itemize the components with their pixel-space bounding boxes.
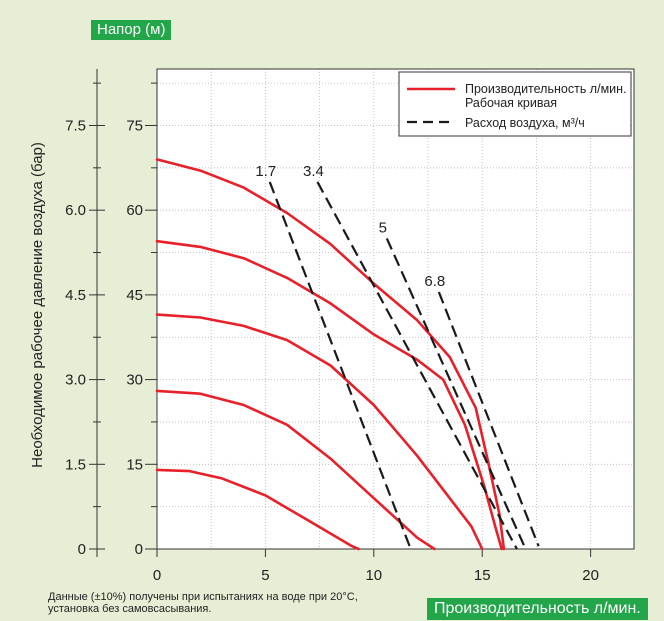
performance-curve: [155, 389, 436, 551]
air-line-label: 6.8: [424, 273, 445, 290]
air-consumption-line: [437, 291, 540, 547]
air-consumption-line: [268, 181, 412, 550]
plot-area: [157, 69, 634, 549]
x-tick-label: 15: [474, 567, 491, 584]
series: [155, 158, 540, 551]
x-axis-title: Производительность л/мин.: [427, 598, 648, 620]
pressure-tick-label: 6.0: [65, 202, 86, 219]
air-consumption-line: [316, 181, 518, 550]
legend: Производительность л/мин.Рабочая кривая Р…: [398, 71, 632, 137]
pressure-tick-label: 3.0: [65, 372, 86, 389]
performance-curve: [155, 313, 484, 551]
legend-label: Расход воздуха, м³/ч: [465, 116, 585, 130]
x-tick-label: 20: [582, 567, 599, 584]
footnote: Данные (±10%) получены при испытаниях на…: [48, 591, 420, 615]
x-tick-label: 10: [365, 567, 382, 584]
performance-curve: [155, 468, 360, 551]
y-tick-label: 15: [126, 456, 143, 473]
pressure-tick-label: 0: [78, 541, 86, 558]
y-tick-label: 75: [126, 117, 143, 134]
legend-label: Производительность л/мин.: [465, 82, 627, 96]
footnote-line-1: Данные (±10%) получены при испытаниях на…: [48, 591, 358, 603]
head-axis-title: Напор (м): [91, 20, 172, 40]
pressure-tick-label: 1.5: [65, 456, 86, 473]
plot-border: [156, 68, 635, 550]
y-tick-label: 45: [126, 287, 143, 304]
grid: [157, 69, 634, 549]
air-line-label: 5: [379, 219, 387, 236]
footnote-line-2: установка без самовсасывания.: [48, 603, 212, 615]
air-line-label: 1.7: [255, 163, 276, 180]
x-tick-label: 0: [153, 567, 161, 584]
axes: [89, 68, 635, 557]
pressure-tick-label: 7.5: [65, 117, 86, 134]
y-tick-label: 0: [135, 541, 143, 558]
x-tick-label: 5: [261, 567, 269, 584]
legend-box: [398, 71, 632, 137]
air-consumption-line: [385, 237, 527, 550]
performance-curve: [155, 239, 503, 551]
pressure-tick-label: 4.5: [65, 287, 86, 304]
legend-label-2: Рабочая кривая: [465, 96, 557, 110]
y-axis-title: Необходимое рабочее давление воздуха (ба…: [29, 142, 46, 468]
y-tick-label: 30: [126, 372, 143, 389]
y-tick-label: 60: [126, 202, 143, 219]
air-line-label: 3.4: [303, 163, 324, 180]
